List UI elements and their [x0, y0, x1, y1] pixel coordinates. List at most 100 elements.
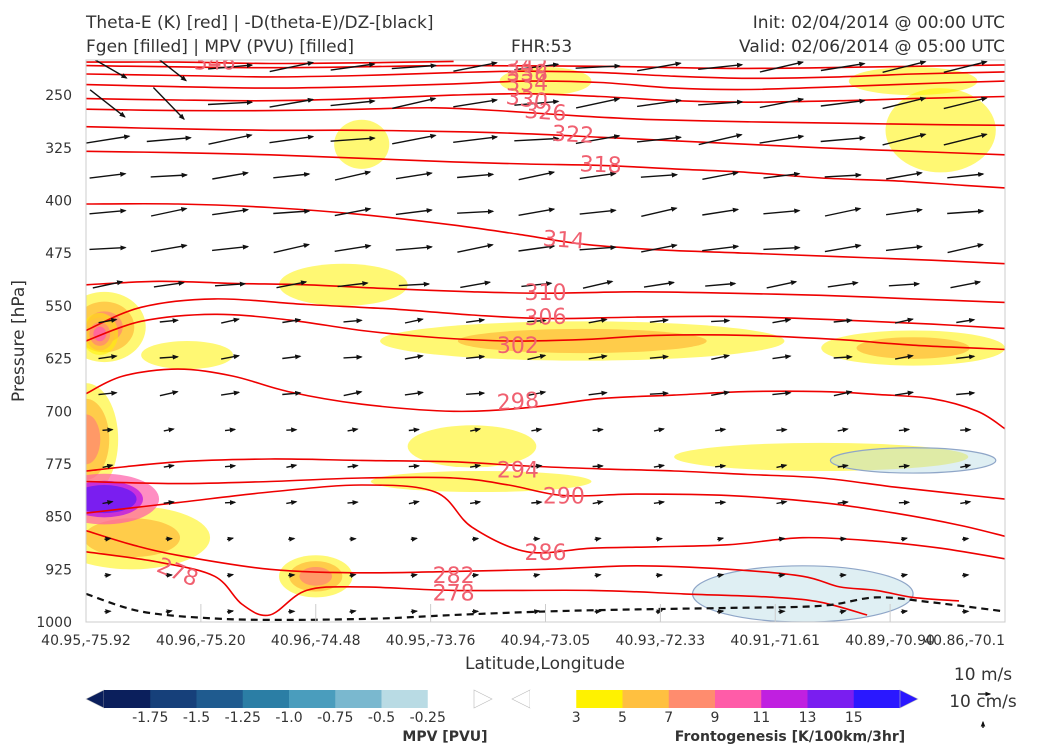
wind-vector — [960, 427, 972, 433]
theta-e-label: 334 — [506, 71, 548, 96]
y-tick-label: 625 — [45, 352, 72, 368]
wind-vector — [715, 500, 727, 506]
theta-e-contour-318 — [86, 150, 1005, 189]
colorbar-swatch — [807, 690, 855, 708]
wind-vector — [837, 500, 849, 506]
wind-vector — [778, 609, 786, 615]
wind-vector — [776, 427, 788, 433]
wind-vector — [575, 97, 621, 109]
fgen-fill-area — [848, 67, 978, 96]
fgen-colorbar: 3 5 7 9 11 13 15 — [511, 689, 919, 726]
wind-vector — [163, 463, 175, 469]
wind-vector — [453, 98, 499, 108]
fgen-fill-level — [93, 326, 107, 342]
wind-vector — [163, 427, 175, 433]
wind-vector — [900, 536, 909, 542]
theta-e-contour-334 — [86, 80, 1005, 91]
colorbar-swatch — [530, 690, 577, 708]
y-tick-label: 925 — [45, 562, 72, 578]
theta-e-contour-294 — [86, 458, 1005, 500]
wind-vector — [104, 572, 112, 578]
y-tick-label: 1000 — [36, 615, 72, 631]
wind-vector — [653, 500, 666, 506]
x-tick-label: 40.96,-74.48 — [271, 633, 361, 649]
theta-e-contour-338 — [86, 70, 1005, 80]
wind-vector — [347, 463, 359, 469]
colorbar-swatch — [242, 690, 290, 708]
theta-e-label: 318 — [579, 152, 622, 178]
wind-vector — [778, 536, 786, 542]
wind-vector — [900, 573, 909, 579]
wind-vector — [820, 61, 866, 72]
wind-vector — [531, 427, 543, 433]
wind-vector — [282, 390, 302, 396]
wind-vector — [776, 500, 788, 506]
wind-vector — [763, 245, 801, 251]
fgen-fill-level — [457, 328, 707, 354]
fgen-fill-level — [299, 566, 333, 586]
wind-vector — [453, 61, 498, 72]
theta-e-contour-302 — [86, 313, 1005, 351]
colorbar-tick-label: 7 — [664, 710, 673, 726]
wind-vector — [337, 281, 369, 288]
wind-vector — [759, 134, 805, 144]
wind-vector — [882, 96, 927, 110]
fgen-colorbar-label: Frontogenesis [K/100km/3hr] — [675, 729, 905, 745]
y-tick-label: 400 — [45, 194, 72, 210]
theta-e-label: 322 — [551, 122, 594, 149]
wind-vector — [698, 133, 743, 146]
wind-vector — [102, 463, 114, 469]
wind-vector — [104, 609, 112, 615]
x-tick-label: 40.95,-75.92 — [41, 633, 131, 649]
theta-e-label: 326 — [524, 99, 568, 127]
wind-vector — [152, 87, 185, 121]
wind-vector — [330, 135, 376, 142]
wind-vector — [640, 172, 679, 178]
colorbar-swatch — [150, 690, 197, 708]
wind-vector — [102, 500, 114, 506]
wind-vector — [391, 63, 437, 70]
wind-vector — [269, 61, 315, 73]
wind-vector — [269, 97, 315, 108]
fgen-fill-level — [848, 67, 978, 96]
wind-vector — [514, 136, 560, 142]
wind-vector — [470, 427, 482, 433]
wind-vector — [410, 572, 418, 578]
fgen-fill-level — [86, 518, 181, 558]
fgen-fill-area — [407, 425, 537, 468]
theta-e-contour-346 — [86, 60, 454, 65]
wind-vector — [531, 463, 543, 469]
wind-vector — [472, 572, 480, 578]
colorbar-tick-label: -0.75 — [317, 710, 353, 726]
colorbar-swatch — [427, 690, 475, 708]
wind-vector — [453, 135, 499, 143]
theta-e-contour-322 — [86, 125, 1005, 156]
wind-vector — [212, 244, 250, 252]
init-time: Init: 02/04/2014 @ 00:00 UTC — [752, 13, 1005, 33]
wind-vector — [466, 390, 486, 396]
colorbar-tick-label: 5 — [618, 710, 627, 726]
colorbar-tick-label: -1.25 — [225, 710, 261, 726]
wind-vector — [705, 281, 737, 287]
wind-vector — [772, 390, 792, 396]
wind-vector — [527, 390, 547, 397]
theta-e-label: 306 — [524, 305, 567, 331]
wind-vector — [330, 99, 376, 107]
wind-vector — [276, 280, 308, 289]
wind-vector — [89, 89, 126, 118]
y-tick-label: 775 — [45, 457, 72, 473]
valid-time: Valid: 02/06/2014 @ 05:00 UTC — [739, 37, 1005, 57]
wind-vector — [343, 390, 363, 397]
x-tick-label: 40.86,-70.1 — [924, 633, 1005, 649]
wind-vector — [898, 500, 911, 506]
theta-e-contour-310 — [86, 280, 1005, 304]
theta-e-label: 290 — [543, 485, 585, 510]
wind-vector — [288, 572, 296, 578]
wind-vector — [410, 536, 418, 542]
title-line-2: Fgen [filled] | MPV (PVU) [filled] — [86, 37, 355, 57]
wind-vector — [288, 536, 296, 542]
wind-vector — [212, 207, 250, 216]
x-tick-label: 40.89,-70.90 — [845, 633, 935, 649]
fgen-fill-area — [278, 263, 408, 306]
wind-vector — [398, 281, 431, 287]
